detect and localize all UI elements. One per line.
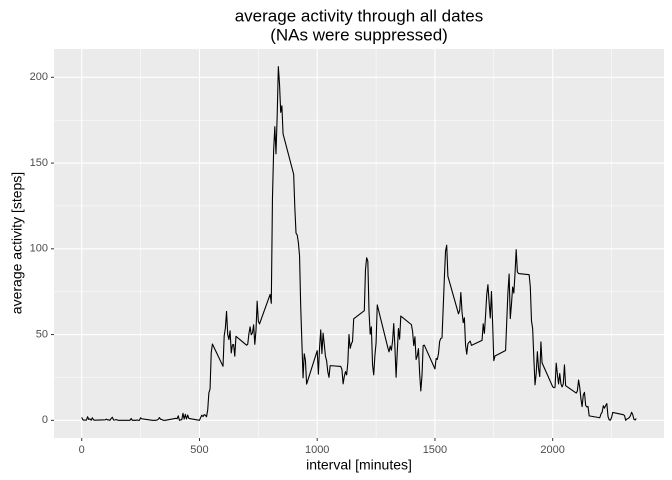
y-tick-label: 0 xyxy=(42,414,48,426)
x-tick-label: 2000 xyxy=(540,444,564,456)
chart-title: average activity through all dates xyxy=(235,6,484,25)
y-tick-label: 150 xyxy=(30,157,48,169)
x-tick-label: 1000 xyxy=(305,444,329,456)
y-axis-title: average activity [steps] xyxy=(9,172,25,314)
panel xyxy=(54,49,664,438)
y-tick-label: 50 xyxy=(36,328,48,340)
line xyxy=(81,66,637,421)
grid xyxy=(54,49,664,438)
y-tick-label: 100 xyxy=(30,243,48,255)
x-tick-label: 500 xyxy=(190,444,208,456)
chart-subtitle: (NAs were suppressed) xyxy=(270,25,448,44)
x-tick-label: 1500 xyxy=(423,444,447,456)
x-tick-label: 0 xyxy=(79,444,85,456)
marks xyxy=(81,66,637,421)
x-axis-title: interval [minutes] xyxy=(306,457,412,473)
y-tick-label: 200 xyxy=(30,71,48,83)
